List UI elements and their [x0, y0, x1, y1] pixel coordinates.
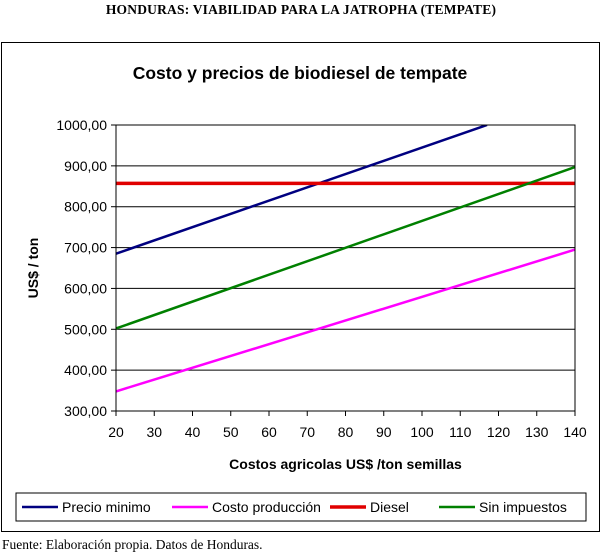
y-tick-label-300: 300,00	[64, 403, 107, 419]
y-tick-label-1000: 1000,00	[56, 117, 107, 133]
x-tick-label-140: 140	[563, 424, 587, 440]
x-axis-title: Costos agricolas US$ /ton semillas	[229, 456, 462, 472]
y-tick-label-900: 900,00	[64, 158, 107, 174]
legend-label-4: Sin impuestos	[479, 499, 567, 515]
y-axis-title: US$ / ton	[25, 238, 41, 299]
chart-frame: 300,00 400,00 500,00 600,00 700,00 800,00 900,…	[1, 42, 600, 532]
series-line-1	[116, 125, 488, 255]
legend-label-1: Precio minimo	[62, 499, 151, 515]
plot-area	[116, 125, 575, 411]
x-tick-label-40: 40	[185, 424, 201, 440]
y-tick-label-600: 600,00	[64, 280, 107, 296]
chart-svg: 300,00 400,00 500,00 600,00 700,00 800,00 900,…	[15, 63, 587, 522]
legend-label-2: Costo producción	[212, 499, 321, 515]
legend-label-3: Diesel	[370, 499, 409, 515]
x-tick-label-60: 60	[261, 424, 277, 440]
x-tick-label-130: 130	[525, 424, 549, 440]
series-group	[116, 125, 575, 393]
x-tick-label-110: 110	[449, 424, 472, 440]
x-tick-label-90: 90	[376, 424, 392, 440]
x-tick-label-100: 100	[410, 424, 434, 440]
x-tick-label-20: 20	[108, 424, 124, 440]
x-tick-label-30: 30	[146, 424, 162, 440]
y-tick-label-700: 700,00	[64, 240, 107, 256]
x-tick-label-70: 70	[299, 424, 315, 440]
y-tick-label-400: 400,00	[64, 362, 107, 378]
y-tick-label-500: 500,00	[64, 321, 107, 337]
x-tick-label-50: 50	[223, 424, 239, 440]
x-tick-label-80: 80	[338, 424, 354, 440]
x-tick-label-120: 120	[487, 424, 511, 440]
chart-title: Costo y precios de biodiesel de tempate	[133, 63, 468, 83]
y-tick-label-800: 800,00	[64, 199, 107, 215]
series-line-2	[116, 248, 575, 393]
page-heading: HONDURAS: VIABILIDAD PARA LA JATROPHA (T…	[105, 2, 497, 17]
source-note: Fuente: Elaboración propia. Datos de Hon…	[2, 537, 263, 552]
legend-box	[15, 492, 587, 522]
series-line-4	[116, 165, 575, 330]
